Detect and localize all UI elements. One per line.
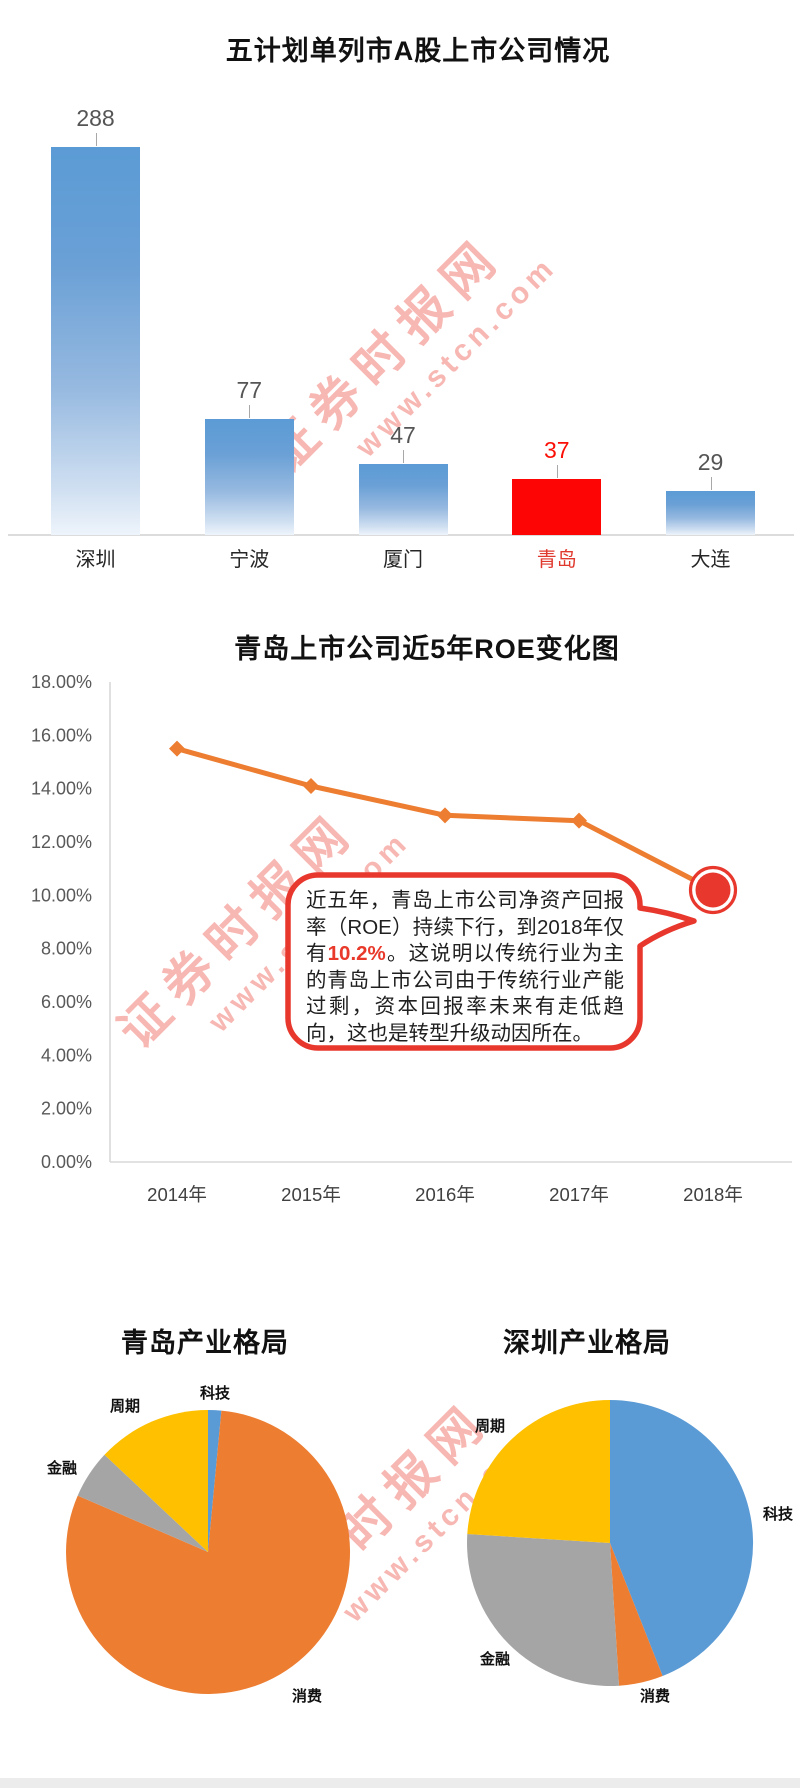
pie-slice-科技 bbox=[610, 1400, 754, 1676]
pie-slice-label: 科技 bbox=[762, 1506, 793, 1523]
x-axis-year-label: 2016年 bbox=[415, 1184, 475, 1205]
bar-value-label: 29 bbox=[697, 449, 724, 475]
pie-slice-label: 消费 bbox=[291, 1688, 322, 1705]
callout-text-before: 近五年，青岛上市公司净资产回报率（ROE）持续下行，到2018年仅有 bbox=[306, 889, 624, 965]
bar-value-label: 37 bbox=[543, 437, 570, 463]
y-axis-tick-label: 12.00% bbox=[31, 832, 92, 852]
bar-category-label: 宁波 bbox=[229, 549, 270, 571]
bar-chart-title: 五计划单列市A股上市公司情况 bbox=[225, 36, 611, 66]
bar-leader-line bbox=[403, 450, 404, 463]
qingdao-pie-title: 青岛产业格局 bbox=[121, 1328, 289, 1358]
pie-slice-label: 消费 bbox=[639, 1688, 670, 1705]
callout-highlight-value: 10.2% bbox=[327, 942, 386, 965]
data-point-diamond bbox=[169, 740, 185, 757]
x-axis-year-label: 2015年 bbox=[281, 1184, 341, 1205]
bar-chart-baseline bbox=[8, 534, 794, 536]
y-axis-tick-label: 2.00% bbox=[41, 1099, 92, 1119]
bar-青岛 bbox=[512, 479, 602, 535]
y-axis-tick-label: 4.00% bbox=[41, 1045, 92, 1065]
pie-slice-消费 bbox=[66, 1410, 351, 1694]
bar-category-label: 大连 bbox=[690, 549, 731, 571]
y-axis-tick-label: 16.00% bbox=[31, 725, 92, 745]
y-axis-tick-label: 14.00% bbox=[31, 779, 92, 799]
y-axis-tick-label: 18.00% bbox=[31, 672, 92, 692]
pie-slice-科技 bbox=[208, 1409, 222, 1552]
pie-slice-label: 周期 bbox=[109, 1398, 140, 1415]
callout-bubble bbox=[285, 872, 697, 1051]
x-axis-year-label: 2017年 bbox=[549, 1184, 609, 1205]
callout-annotation: 近五年，青岛上市公司净资产回报率（ROE）持续下行，到2018年仅有10.2%。… bbox=[306, 888, 624, 1047]
bottom-border-strip bbox=[0, 1778, 800, 1788]
final-point-marker bbox=[695, 872, 731, 908]
bar-category-label: 青岛 bbox=[536, 549, 577, 571]
pie-slice-金融 bbox=[77, 1454, 208, 1552]
bar-厦门 bbox=[358, 464, 448, 535]
pie-slice-周期 bbox=[467, 1400, 610, 1543]
roe-chart-title: 青岛上市公司近5年ROE变化图 bbox=[234, 634, 620, 664]
y-axis-tick-label: 0.00% bbox=[41, 1152, 92, 1172]
pie-slice-label: 金融 bbox=[479, 1651, 510, 1668]
pie-slice-周期 bbox=[104, 1410, 208, 1552]
bar-宁波 bbox=[204, 419, 294, 535]
bar-leader-line bbox=[710, 477, 712, 490]
y-axis-tick-label: 8.00% bbox=[41, 939, 92, 959]
pie-slice-label: 周期 bbox=[474, 1418, 505, 1435]
pie-slice-金融 bbox=[467, 1534, 619, 1686]
bar-value-label: 77 bbox=[236, 377, 263, 403]
data-point-diamond bbox=[303, 778, 319, 794]
pie-slice-消费 bbox=[610, 1543, 663, 1686]
bar-leader-line bbox=[556, 465, 558, 478]
industry-pie-charts bbox=[66, 1400, 754, 1694]
bar-深圳 bbox=[51, 147, 140, 535]
roe-line-chart: 18.00% 16.00% 14.00% 12.00% 10.00% 8.00% 6.00%… bbox=[31, 672, 792, 1205]
bar-value-label: 47 bbox=[390, 422, 416, 448]
bar-chart-listed-companies: 五计划单列市A股上市公司情况 288 深圳 77 宁波 47 厦门 37 青岛 29 大连 bbox=[0, 0, 800, 590]
data-point-diamond bbox=[437, 807, 453, 824]
bar-value-label: 288 bbox=[76, 105, 115, 131]
callout-text-after: 。这说明以传统行业为主的青岛上市公司由于传统行业产能过剩，资本回报率未来有走低趋… bbox=[306, 942, 625, 1045]
x-axis-year-label: 2014年 bbox=[147, 1184, 207, 1205]
bar-leader-line bbox=[95, 133, 97, 146]
shenzhen-pie-title: 深圳产业格局 bbox=[503, 1328, 671, 1358]
y-axis-tick-label: 10.00% bbox=[31, 885, 92, 905]
pie-slice-label: 科技 bbox=[199, 1385, 230, 1402]
bar-leader-line bbox=[249, 405, 251, 418]
data-point-diamond bbox=[571, 812, 587, 829]
bar-category-label: 厦门 bbox=[383, 549, 423, 571]
bar-category-label: 深圳 bbox=[75, 549, 116, 571]
pie-slice-label: 金融 bbox=[46, 1460, 77, 1477]
y-axis-tick-label: 6.00% bbox=[41, 992, 92, 1012]
bar-大连 bbox=[666, 491, 755, 535]
x-axis-year-label: 2018年 bbox=[683, 1184, 743, 1205]
